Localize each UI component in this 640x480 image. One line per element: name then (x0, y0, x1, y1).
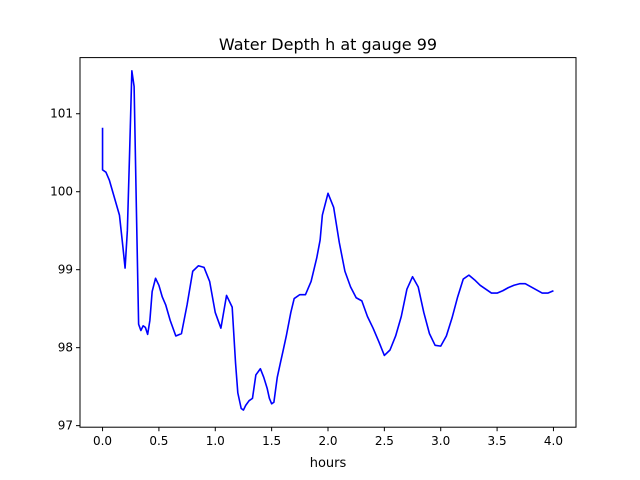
series-line-0 (101, 70, 554, 411)
x-tick-label: 3.0 (431, 434, 450, 448)
y-axis-ticks: 97 98 99 100 101 (50, 107, 80, 433)
x-axis-ticks: 0.0 0.5 1.0 1.5 2.0 2.5 3.0 3.5 4.0 (93, 427, 563, 448)
y-tick-label: 97 (58, 419, 73, 433)
series-layer (101, 70, 554, 411)
plot-area (80, 57, 576, 428)
x-tick-label: 0.5 (149, 434, 168, 448)
y-tick-label: 101 (50, 107, 73, 121)
x-tick-label: 0.0 (93, 434, 112, 448)
x-tick-label: 3.5 (488, 434, 507, 448)
x-tick-label: 4.0 (544, 434, 563, 448)
x-tick-label: 2.0 (318, 434, 337, 448)
x-tick-label: 1.0 (206, 434, 225, 448)
plot-frame (79, 57, 577, 428)
y-tick-label: 100 (50, 185, 73, 199)
chart-title: Water Depth h at gauge 99 (219, 35, 437, 54)
y-tick-label: 98 (58, 341, 73, 355)
x-axis-label: hours (310, 456, 347, 471)
x-tick-label: 1.5 (262, 434, 281, 448)
y-tick-label: 99 (58, 263, 73, 277)
x-tick-label: 2.5 (375, 434, 394, 448)
